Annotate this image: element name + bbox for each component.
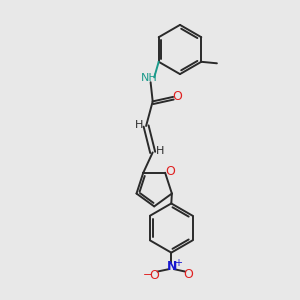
Text: N: N [167, 260, 177, 273]
Text: H: H [135, 120, 144, 130]
Text: +: + [174, 257, 182, 268]
Text: O: O [165, 165, 175, 178]
Text: O: O [183, 268, 193, 281]
Text: −: − [142, 269, 152, 280]
Text: O: O [172, 90, 182, 104]
Text: O: O [149, 268, 159, 282]
Text: H: H [156, 146, 164, 156]
Text: NH: NH [141, 73, 158, 83]
